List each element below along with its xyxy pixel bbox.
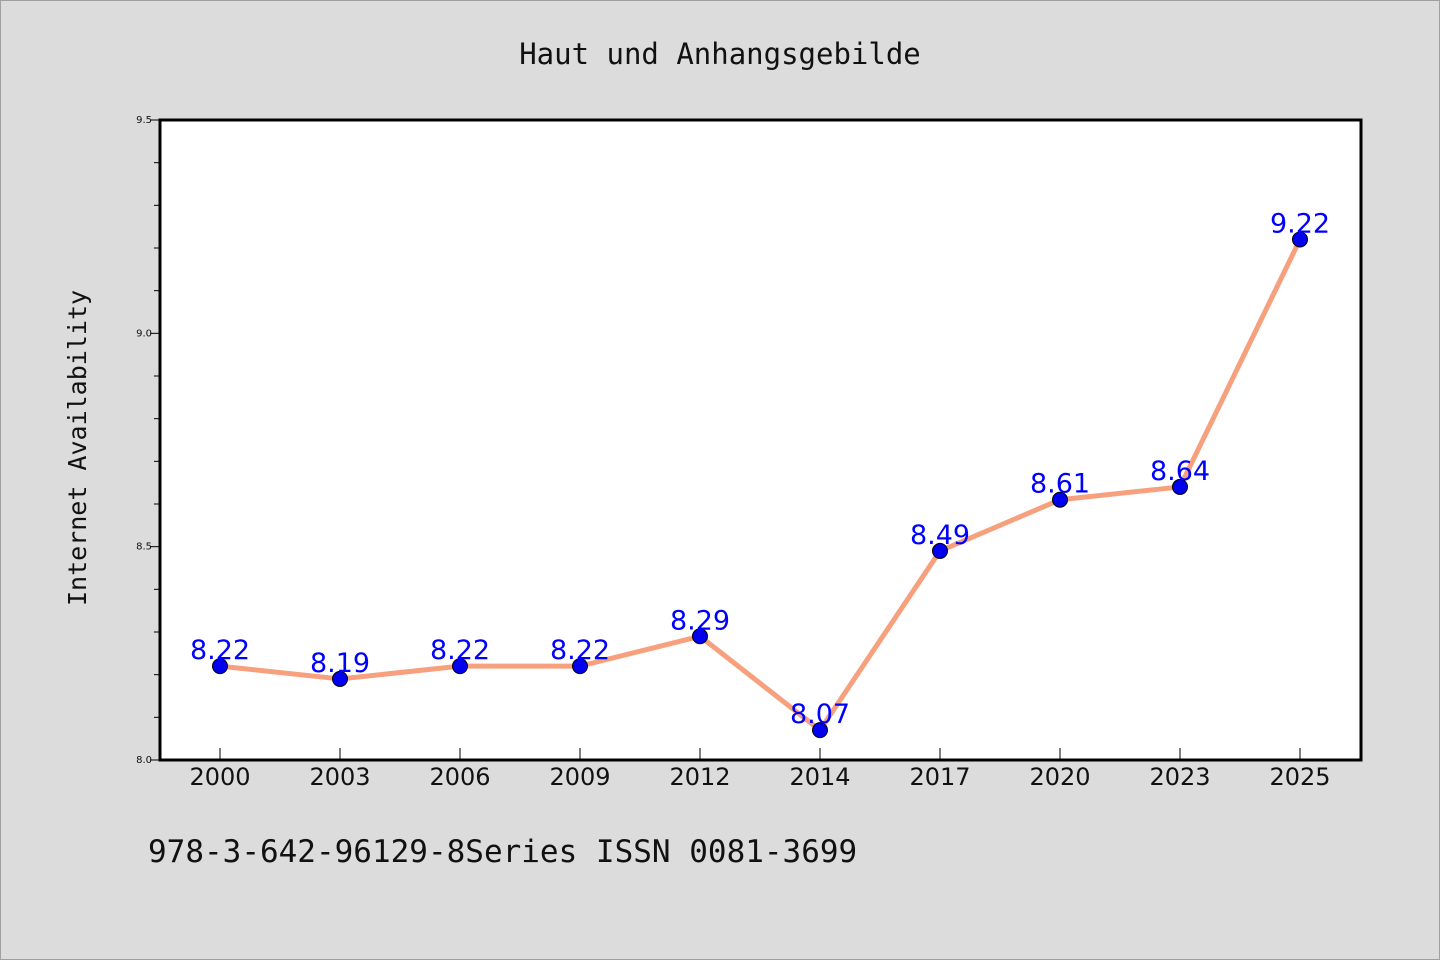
- data-point: [452, 658, 468, 675]
- data-label: 8.22: [550, 635, 610, 666]
- data-label: 8.29: [670, 605, 730, 636]
- y-axis: 8.0 8.5 9.0 9.5: [136, 115, 160, 766]
- data-point: [1052, 491, 1068, 508]
- plot-area: [158, 118, 1363, 762]
- y-tick-label: 9.0: [136, 328, 152, 339]
- x-tick-label: 2012: [669, 763, 730, 791]
- data-point: [212, 658, 228, 675]
- data-label: 8.22: [190, 635, 250, 666]
- data-point: [1172, 478, 1188, 495]
- data-point: [932, 542, 948, 559]
- y-tick-label: 8.0: [136, 755, 152, 766]
- x-tick-label: 2025: [1269, 763, 1330, 791]
- data-point: [572, 658, 588, 675]
- x-tick-label: 2003: [309, 763, 370, 791]
- x-tick-label: 2006: [429, 763, 490, 791]
- x-tick-label: 2017: [909, 763, 970, 791]
- data-point: [812, 722, 828, 739]
- x-tick-label: 2009: [549, 763, 610, 791]
- x-axis: 2000 2003 2006 2009 2012 2014 2017 2020 2023 2025: [189, 748, 1331, 791]
- y-tick-label: 8.5: [136, 542, 152, 553]
- y-tick-label: 9.5: [136, 115, 152, 126]
- x-tick-label: 2020: [1029, 763, 1090, 791]
- footer-text: 978-3-642-96129-8Series ISSN 0081-3699: [148, 834, 858, 870]
- data-label: 8.19: [310, 648, 370, 679]
- data-label: 9.22: [1270, 208, 1330, 239]
- data-point: [692, 628, 708, 645]
- y-axis-label: Internet Availability: [63, 290, 92, 606]
- x-tick-label: 2000: [189, 763, 250, 791]
- data-point: [1292, 231, 1308, 248]
- series: 8.22 8.19 8.22 8.22 8.29 8.07 8.49 8.61 8.64 9.22: [190, 208, 1330, 739]
- x-tick-label: 2023: [1149, 763, 1210, 791]
- data-point: [332, 670, 348, 687]
- x-tick-label: 2014: [789, 763, 850, 791]
- data-label: 8.64: [1150, 456, 1210, 487]
- series-line: [219, 238, 1303, 733]
- data-label: 8.07: [790, 699, 850, 730]
- data-label: 8.22: [430, 635, 490, 666]
- data-label: 8.61: [1030, 469, 1090, 500]
- data-label: 8.49: [910, 520, 970, 551]
- chart-title: Haut und Anhangsgebilde: [519, 37, 921, 71]
